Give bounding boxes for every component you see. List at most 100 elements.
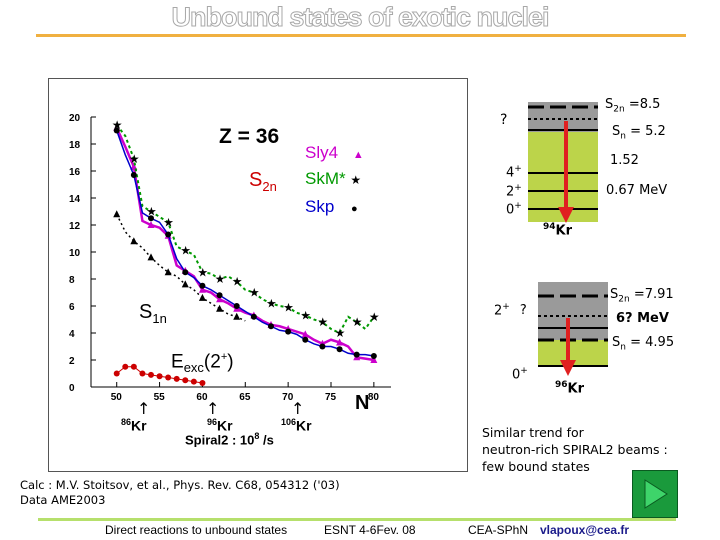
- x-axis-label: N: [355, 392, 370, 414]
- chart-heading: Z = 36: [219, 125, 280, 148]
- s1n-label-main: S: [139, 301, 153, 323]
- isotope-96kr-mass: 96: [207, 417, 218, 427]
- data-point: [199, 282, 206, 289]
- footer-email[interactable]: vlapoux@cea.fr: [540, 523, 630, 537]
- x-tick-label: 70: [282, 392, 294, 403]
- y-tick-label: 0: [69, 383, 75, 394]
- spin-2plus-96: 2+?: [494, 302, 527, 318]
- data-point: ★: [146, 205, 157, 219]
- nucleus-96kr: 96Kr: [555, 380, 584, 396]
- exc-label-sub: exc: [183, 360, 204, 376]
- x-tick-label: 80: [368, 392, 380, 403]
- data-point: [233, 312, 241, 320]
- nucleus-96kr-element: Kr: [567, 381, 585, 397]
- isotope-86kr-mass: 86: [121, 417, 132, 427]
- data-point: ★: [335, 326, 346, 340]
- spiral-note: Spiral2 : 108 /s: [185, 431, 274, 447]
- data-point: [198, 293, 206, 301]
- footer-talk-title: Direct reactions to unbound states: [105, 523, 288, 537]
- s2n-sub: 2n: [618, 294, 630, 305]
- data-point: [285, 328, 292, 335]
- spiral-note-exp: 8: [254, 431, 260, 441]
- legend-item-skm: SkM* ★: [305, 169, 361, 189]
- y-tick-label: 10: [69, 248, 81, 259]
- legend-item-skp: Skp ●: [305, 197, 358, 217]
- exc-label-main: E: [171, 351, 184, 373]
- isotope-96kr: 96Kr: [207, 417, 233, 434]
- data-point: [164, 268, 172, 276]
- data-point: [199, 379, 206, 386]
- plot-frame: 20 18 16 14 12 10 8 6 4 2 0 50 55 60 65 70 75 80 ★ ★ ★ ★ ★ ★ ★ ★ ★…: [48, 78, 468, 472]
- data-point: [302, 336, 309, 343]
- s2n-label: S2n: [249, 169, 277, 194]
- isotope-96kr-element: Kr: [217, 417, 233, 434]
- sn-number: = 5.2: [625, 124, 666, 139]
- footer-divider: [38, 518, 676, 521]
- spin-2: 2: [494, 303, 503, 319]
- y-tick-label: 2: [69, 356, 75, 367]
- y-tick-label: 18: [69, 140, 81, 151]
- data-point: [182, 377, 189, 384]
- title-divider: [36, 34, 686, 37]
- x-tick-label: 75: [325, 392, 337, 403]
- series-line-0: [115, 127, 375, 362]
- data-point: [113, 210, 121, 218]
- nucleus-96kr-mass: 96: [555, 380, 568, 390]
- y-tick-label: 8: [69, 275, 75, 286]
- spiral-note-text: Spiral2 : 10: [185, 432, 255, 448]
- data-point: ★: [215, 272, 226, 286]
- level-lines-94kr: [528, 105, 598, 223]
- sn-symbol: S: [612, 335, 621, 350]
- data-point: [216, 304, 224, 312]
- data-point: [173, 375, 180, 382]
- nucleus-94kr-element: Kr: [555, 223, 573, 239]
- next-slide-button[interactable]: [632, 470, 678, 518]
- data-point: [148, 215, 154, 222]
- spin-0-parity: +: [514, 201, 522, 211]
- data-point: ★: [317, 315, 328, 329]
- data-point: [353, 351, 360, 358]
- spiral-note-unit: /s: [259, 432, 274, 448]
- data-point: [122, 363, 129, 370]
- data-point: ★: [129, 152, 140, 166]
- s2n-number: =7.91: [629, 287, 674, 302]
- data-point: ★: [352, 315, 363, 329]
- footer-affiliation: CEA-SPhN: [468, 523, 529, 537]
- data-point: [198, 285, 206, 293]
- spin-0-parity: +: [520, 366, 528, 376]
- level-lines-96kr: [538, 294, 608, 376]
- data-point: ★: [232, 275, 243, 289]
- legend-label-sly4: Sly4: [305, 143, 339, 162]
- arrow-up-icon: ↑: [206, 399, 220, 418]
- nucleus-94kr: 94Kr: [543, 222, 572, 238]
- spin-4-parity: +: [514, 164, 522, 174]
- exc-label: Eexc(2+): [171, 351, 234, 375]
- series-line-2: [116, 130, 374, 357]
- s2n-symbol: S: [610, 287, 619, 302]
- summary-line: Similar trend for: [482, 425, 584, 440]
- data-point: ★: [266, 296, 277, 310]
- continuum-box: [538, 282, 608, 340]
- x-tick-label: 50: [111, 392, 123, 403]
- s2n-sub: 2n: [613, 104, 625, 115]
- data-point: [130, 363, 137, 370]
- data-point: [113, 370, 120, 377]
- isotope-106kr: 106Kr: [281, 417, 312, 434]
- sn-sub: n: [620, 131, 626, 142]
- data-point: [156, 373, 163, 380]
- data-point: ★: [197, 265, 208, 279]
- data-point: [130, 172, 137, 179]
- y-tick-label: 12: [69, 221, 81, 232]
- legend-label-skp: Skp: [305, 197, 335, 216]
- summary-note: Similar trend for neutron-rich SPIRAL2 b…: [482, 424, 668, 475]
- data-point: [181, 280, 189, 288]
- s2n-label-main: S: [249, 169, 263, 191]
- x-tick-label: 55: [154, 392, 166, 403]
- arrow-up-icon: ↑: [291, 399, 305, 418]
- data-point: ★: [112, 118, 123, 132]
- unknown-level-94kr: ?: [500, 112, 508, 128]
- spin-0: 0: [506, 202, 515, 218]
- data-point: [370, 356, 378, 363]
- spin-4: 4: [506, 165, 515, 181]
